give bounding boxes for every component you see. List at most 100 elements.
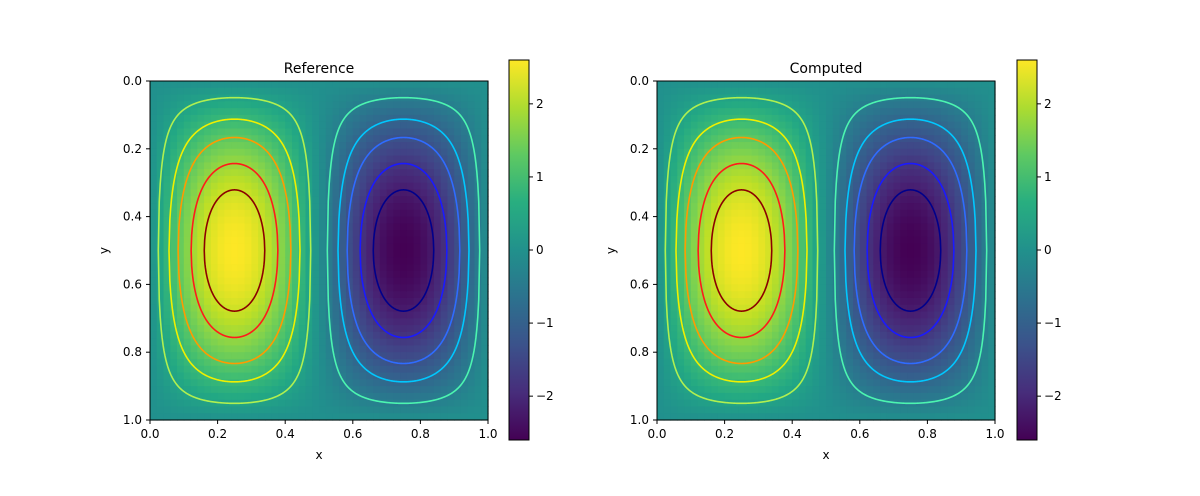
heatmap-cell xyxy=(346,399,354,408)
heatmap-cell xyxy=(771,203,780,211)
heatmap-cell xyxy=(744,223,753,231)
heatmap-cell xyxy=(690,264,699,272)
heatmap-cell xyxy=(792,250,800,258)
heatmap-cell xyxy=(427,284,435,292)
heatmap-cell xyxy=(373,81,381,89)
heatmap-cell xyxy=(305,236,313,245)
heatmap-cell xyxy=(325,108,334,116)
heatmap-cell xyxy=(785,358,793,367)
heatmap-cell xyxy=(657,236,665,245)
heatmap-cell xyxy=(974,230,983,238)
heatmap-cell xyxy=(805,128,814,136)
heatmap-cell xyxy=(400,372,408,380)
heatmap-cell xyxy=(271,175,280,184)
heatmap-cell xyxy=(373,128,381,136)
heatmap-cell xyxy=(839,196,847,204)
heatmap-cell xyxy=(744,182,753,191)
heatmap-cell xyxy=(264,406,273,414)
heatmap-cell xyxy=(913,175,922,184)
heatmap-cell xyxy=(907,338,915,347)
heatmap-cell xyxy=(298,128,307,136)
heatmap-cell xyxy=(231,352,239,360)
heatmap-cell xyxy=(231,81,239,89)
heatmap-cell xyxy=(873,413,881,421)
heatmap-cell xyxy=(460,108,469,116)
heatmap-cell xyxy=(427,291,435,299)
heatmap-cell xyxy=(853,399,861,408)
heatmap-cell xyxy=(481,135,489,143)
heatmap-cell xyxy=(670,284,678,292)
heatmap-cell xyxy=(210,148,219,157)
heatmap-cell xyxy=(474,345,482,353)
heatmap-cell xyxy=(711,399,719,408)
heatmap-cell xyxy=(373,270,381,279)
heatmap-cell xyxy=(237,318,246,326)
heatmap-cell xyxy=(413,250,421,258)
heatmap-cell xyxy=(913,155,922,163)
heatmap-cell xyxy=(244,257,252,265)
heatmap-cell xyxy=(954,223,962,231)
heatmap-cell xyxy=(866,101,874,109)
heatmap-cell xyxy=(332,108,340,116)
heatmap-cell xyxy=(298,94,307,102)
heatmap-cell xyxy=(684,325,692,333)
heatmap-cell xyxy=(264,94,273,102)
heatmap-cell xyxy=(170,81,178,89)
heatmap-cell xyxy=(346,142,354,150)
heatmap-cell xyxy=(359,216,367,224)
heatmap-cell xyxy=(792,182,800,191)
heatmap-cell xyxy=(454,196,462,204)
heatmap-cell xyxy=(150,318,158,326)
heatmap-cell xyxy=(150,94,158,102)
heatmap-cell xyxy=(332,413,340,421)
heatmap-cell xyxy=(913,108,922,116)
heatmap-cell xyxy=(319,223,327,231)
heatmap-cell xyxy=(711,257,719,265)
heatmap-cell xyxy=(271,128,280,136)
heatmap-cell xyxy=(210,230,219,238)
heatmap-cell xyxy=(467,148,476,157)
heatmap-cell xyxy=(744,365,753,374)
heatmap-cell xyxy=(670,162,678,170)
heatmap-cell xyxy=(474,413,482,421)
heatmap-cell xyxy=(893,189,901,197)
heatmap-cell xyxy=(663,87,672,96)
heatmap-cell xyxy=(352,270,361,279)
heatmap-cell xyxy=(731,175,739,184)
heatmap-cell xyxy=(684,101,692,109)
heatmap-cell xyxy=(258,358,266,367)
heatmap-cell xyxy=(765,358,773,367)
heatmap-cell xyxy=(413,297,421,306)
heatmap-cell xyxy=(359,135,367,143)
heatmap-cell xyxy=(420,87,428,96)
heatmap-cell xyxy=(893,209,901,218)
heatmap-cell xyxy=(967,297,976,306)
heatmap-cell xyxy=(170,155,178,163)
heatmap-cell xyxy=(285,270,293,279)
heatmap-cell xyxy=(974,142,983,150)
heatmap-cell xyxy=(812,345,820,353)
heatmap-cell xyxy=(433,135,442,143)
heatmap-cell xyxy=(670,264,678,272)
heatmap-cell xyxy=(785,284,793,292)
heatmap-cell xyxy=(258,379,266,387)
heatmap-cell xyxy=(744,386,753,394)
heatmap-cell xyxy=(177,142,185,150)
heatmap-cell xyxy=(352,358,361,367)
heatmap-cell xyxy=(974,250,983,258)
heatmap-cell xyxy=(738,284,746,292)
heatmap-cell xyxy=(231,223,239,231)
heatmap-cell xyxy=(677,135,685,143)
heatmap-cell xyxy=(697,196,705,204)
heatmap-cell xyxy=(413,243,421,252)
heatmap-cell xyxy=(717,345,726,353)
heatmap-cell xyxy=(738,325,746,333)
heatmap-cell xyxy=(278,277,286,285)
heatmap-cell xyxy=(961,142,969,150)
heatmap-cell xyxy=(907,331,915,340)
heatmap-cell xyxy=(785,142,793,150)
heatmap-cell xyxy=(156,277,165,285)
heatmap-cell xyxy=(447,358,455,367)
heatmap-cell xyxy=(690,87,699,96)
heatmap-cell xyxy=(339,270,347,279)
